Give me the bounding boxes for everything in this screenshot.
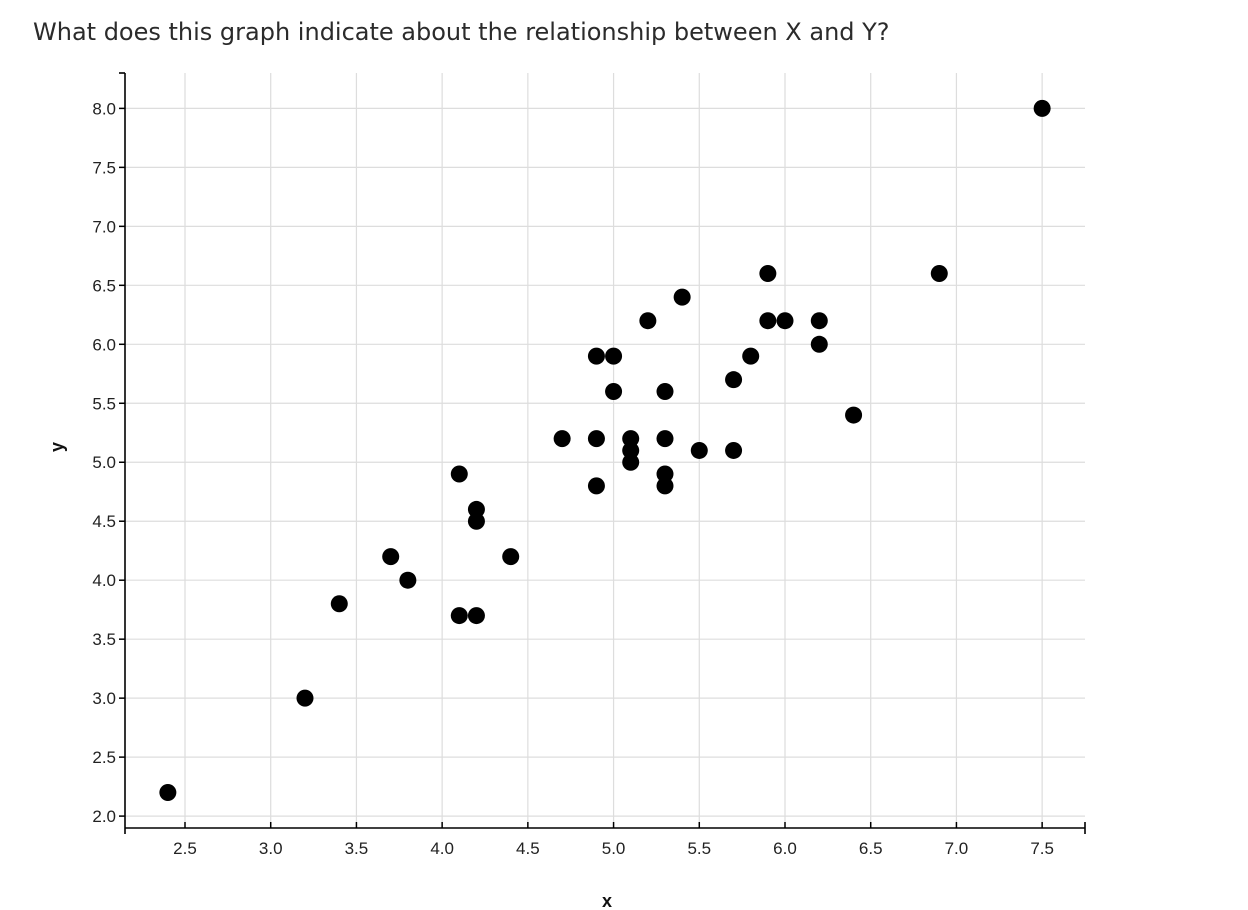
data-point [587, 477, 605, 495]
data-point [587, 347, 605, 365]
x-tick-label: 3.0 [259, 839, 283, 858]
y-tick-label: 6.0 [92, 335, 116, 354]
x-tick-label: 4.5 [516, 839, 540, 858]
y-tick-label: 5.5 [92, 394, 116, 413]
data-point [810, 312, 828, 330]
data-point [605, 382, 623, 400]
x-axis-title: x [602, 891, 612, 910]
data-point [330, 595, 348, 613]
data-point [742, 347, 760, 365]
data-point [587, 430, 605, 448]
grid-lines [125, 73, 1085, 822]
data-point [553, 430, 571, 448]
data-point [622, 441, 640, 459]
data-point [502, 548, 520, 566]
x-tick-label: 2.5 [173, 839, 197, 858]
y-tick-label: 5.0 [92, 453, 116, 472]
data-point [467, 512, 485, 530]
y-tick-label: 2.5 [92, 748, 116, 767]
x-tick-label: 6.5 [859, 839, 883, 858]
data-point [622, 430, 640, 448]
data-point [930, 265, 948, 283]
data-point [845, 406, 863, 424]
data-point [605, 347, 623, 365]
y-tick-label: 4.5 [92, 512, 116, 531]
y-axis-title: y [47, 442, 67, 452]
data-point [296, 689, 314, 707]
data-point [450, 607, 468, 625]
data-point [690, 441, 708, 459]
data-point [759, 265, 777, 283]
data-point [467, 500, 485, 518]
x-tick-label: 7.0 [945, 839, 969, 858]
data-point [725, 441, 743, 459]
data-point [776, 312, 794, 330]
x-tick-label: 5.5 [687, 839, 711, 858]
x-tick-label: 3.5 [345, 839, 369, 858]
y-tick-label: 6.5 [92, 276, 116, 295]
data-point [159, 784, 177, 802]
data-point [399, 571, 417, 589]
data-point [450, 465, 468, 483]
y-tick-label: 4.0 [92, 571, 116, 590]
x-tick-label: 6.0 [773, 839, 797, 858]
data-point [467, 607, 485, 625]
y-tick-labels: 2.0 2.5 3.0 3.5 4.0 4.5 5.0 5.5 6.0 6.5 7.0 7.5 8.0 [92, 99, 116, 826]
x-tick-label: 4.0 [430, 839, 454, 858]
data-point [656, 430, 674, 448]
y-tick-label: 2.0 [92, 807, 116, 826]
data-point [1033, 99, 1051, 117]
axes [119, 72, 1086, 834]
data-point [656, 477, 674, 495]
y-tick-label: 7.0 [92, 217, 116, 236]
data-point [622, 453, 640, 471]
data-point [725, 371, 743, 389]
y-tick-label: 7.5 [92, 158, 116, 177]
data-point [656, 465, 674, 483]
y-tick-label: 3.0 [92, 689, 116, 708]
x-tick-label: 5.0 [602, 839, 626, 858]
data-point [759, 312, 777, 330]
x-tick-label: 7.5 [1030, 839, 1054, 858]
data-point [656, 382, 674, 400]
data-point [382, 548, 400, 566]
data-point [673, 288, 691, 306]
y-tick-label: 8.0 [92, 99, 116, 118]
data-point [639, 312, 657, 330]
data-points [159, 99, 1051, 802]
data-point [810, 335, 828, 353]
y-tick-label: 3.5 [92, 630, 116, 649]
x-tick-labels: 2.5 3.0 3.5 4.0 4.5 5.0 5.5 6.0 6.5 7.0 7.5 [173, 839, 1054, 858]
question-text: What does this graph indicate about the … [33, 18, 890, 46]
